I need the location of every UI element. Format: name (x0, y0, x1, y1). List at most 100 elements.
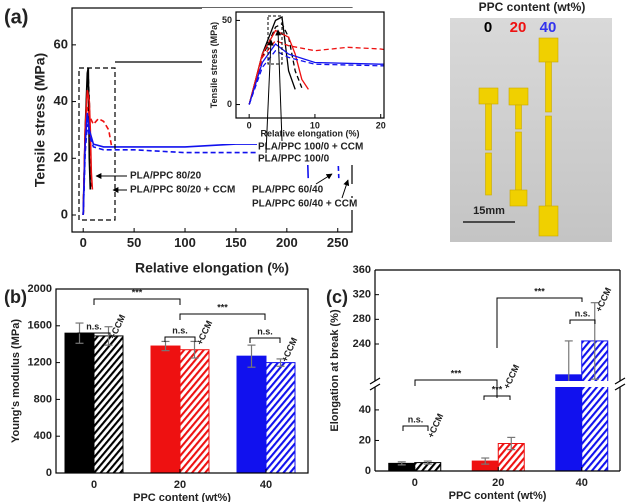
main-y-tick-label: 40 (54, 93, 68, 108)
x-tick-label: 40 (260, 479, 272, 491)
photo-background (450, 18, 612, 242)
annotation-arrow (265, 39, 274, 154)
inset-line (248, 29, 309, 105)
main-x-tick-label: 100 (174, 235, 196, 250)
annotation-background (257, 141, 373, 153)
significance-label: n.s. (257, 326, 273, 336)
significance-label: *** (132, 287, 143, 297)
significance-bracket (402, 425, 429, 431)
main-y-tick-label: 0 (61, 206, 68, 221)
photo-label: 20 (510, 19, 527, 36)
specimen-neck (515, 131, 522, 191)
series-annotation: PLA/PPC 60/40 (252, 185, 324, 196)
significance-label: *** (492, 384, 503, 394)
series-annotation: PLA/PPC 80/20 (130, 171, 202, 182)
significance-label: *** (534, 286, 545, 296)
bar (236, 355, 267, 474)
x-tick-label: 0 (412, 477, 418, 489)
error-bar (397, 461, 406, 466)
y-tick-label: 800 (34, 393, 52, 405)
inset-background (202, 8, 390, 144)
main-y-label: Tensile stress (MPa) (32, 53, 48, 187)
axis-break-mark (614, 377, 626, 385)
photo-panel: PPC content (wt%) 15mm (450, 0, 612, 242)
specimen-tab (538, 37, 559, 63)
bar (93, 335, 124, 474)
significance-label: n.s. (172, 325, 188, 335)
series-annotation: PLA/PPC 60/40 + CCM (252, 199, 357, 210)
y-tick-label: 320 (353, 289, 371, 301)
bar (179, 349, 210, 474)
main-y-tick-label: 60 (54, 36, 68, 51)
error-bar (590, 302, 599, 380)
axis-break-mark (614, 383, 626, 391)
annotation-arrow (341, 179, 350, 199)
y-tick-label: 40 (359, 404, 371, 416)
line (82, 107, 113, 216)
specimen-tab (478, 87, 499, 105)
specimen-neck (485, 103, 492, 151)
series-label: +CCM (194, 319, 214, 347)
main-x-tick-label: 0 (80, 235, 87, 250)
x-label: PPC content (wt%) (449, 490, 547, 502)
x-tick-label: 20 (492, 477, 504, 489)
inset-x-tick-label: 0 (247, 120, 252, 130)
line (82, 90, 94, 216)
plot-frame (55, 288, 309, 474)
bar (555, 374, 583, 472)
y-tick-label: 0 (365, 465, 371, 477)
main-x-tick-label: 250 (327, 235, 349, 250)
x-tick-label: 40 (576, 477, 588, 489)
significance-label: n.s. (575, 308, 591, 318)
specimen-tab (509, 189, 528, 207)
main-x-tick-label: 150 (225, 235, 247, 250)
x-label: PPC content (wt%) (133, 492, 231, 502)
bar (150, 345, 181, 474)
y-tick-label: 20 (359, 434, 371, 446)
x-tick-label: 20 (174, 479, 186, 491)
series-annotation: PLA/PPC 80/20 + CCM (130, 185, 235, 196)
bar (64, 332, 95, 474)
series-annotation: PLA/PPC 100/0 + CCM (258, 142, 363, 153)
y-tick-label: 1200 (28, 357, 52, 369)
significance-bracket (569, 319, 596, 324)
annotation-arrow (315, 173, 333, 185)
significance-bracket (483, 395, 511, 400)
error-bar (507, 436, 516, 451)
significance-bracket (179, 313, 266, 320)
main-x-tick-label: 200 (276, 235, 298, 250)
specimen-neck (485, 152, 492, 196)
main-x-tick-label: 50 (127, 235, 141, 250)
specimen-neck (515, 104, 522, 130)
annotation-background (251, 184, 369, 196)
significance-bracket (164, 336, 196, 342)
error-bar (104, 326, 113, 346)
zoom-box (78, 67, 116, 221)
y-tick-label: 360 (353, 264, 371, 276)
panel-label: (a) (4, 6, 28, 28)
specimens (478, 37, 559, 237)
photo-title: PPC content (wt%) (479, 0, 586, 14)
significance-label: *** (451, 368, 462, 378)
inset-line (248, 39, 384, 105)
main-x-label: Relative elongation (%) (135, 260, 289, 276)
x-tick-label: 0 (91, 479, 97, 491)
error-bar (423, 460, 432, 465)
scale-label: 15mm (473, 205, 505, 217)
specimen-neck (545, 115, 552, 207)
series-label: +CCM (593, 286, 613, 314)
inset-x-label: Relative elongation (%) (260, 128, 359, 138)
inset-x-tick-label: 20 (376, 120, 386, 130)
inset-y-label: Tensile stress (MPa) (209, 22, 219, 108)
y-tick-label: 2000 (28, 283, 52, 295)
inset-frame (235, 11, 385, 119)
significance-label: n.s. (408, 414, 424, 424)
photo-label: 0 (484, 19, 492, 36)
inset-y-tick-label: 50 (222, 15, 232, 25)
y-tick-label: 0 (46, 467, 52, 479)
annotation-background (129, 170, 247, 182)
y-tick-label: 400 (34, 430, 52, 442)
annotation-arrow (275, 29, 283, 142)
y-tick-label: 240 (353, 338, 371, 350)
